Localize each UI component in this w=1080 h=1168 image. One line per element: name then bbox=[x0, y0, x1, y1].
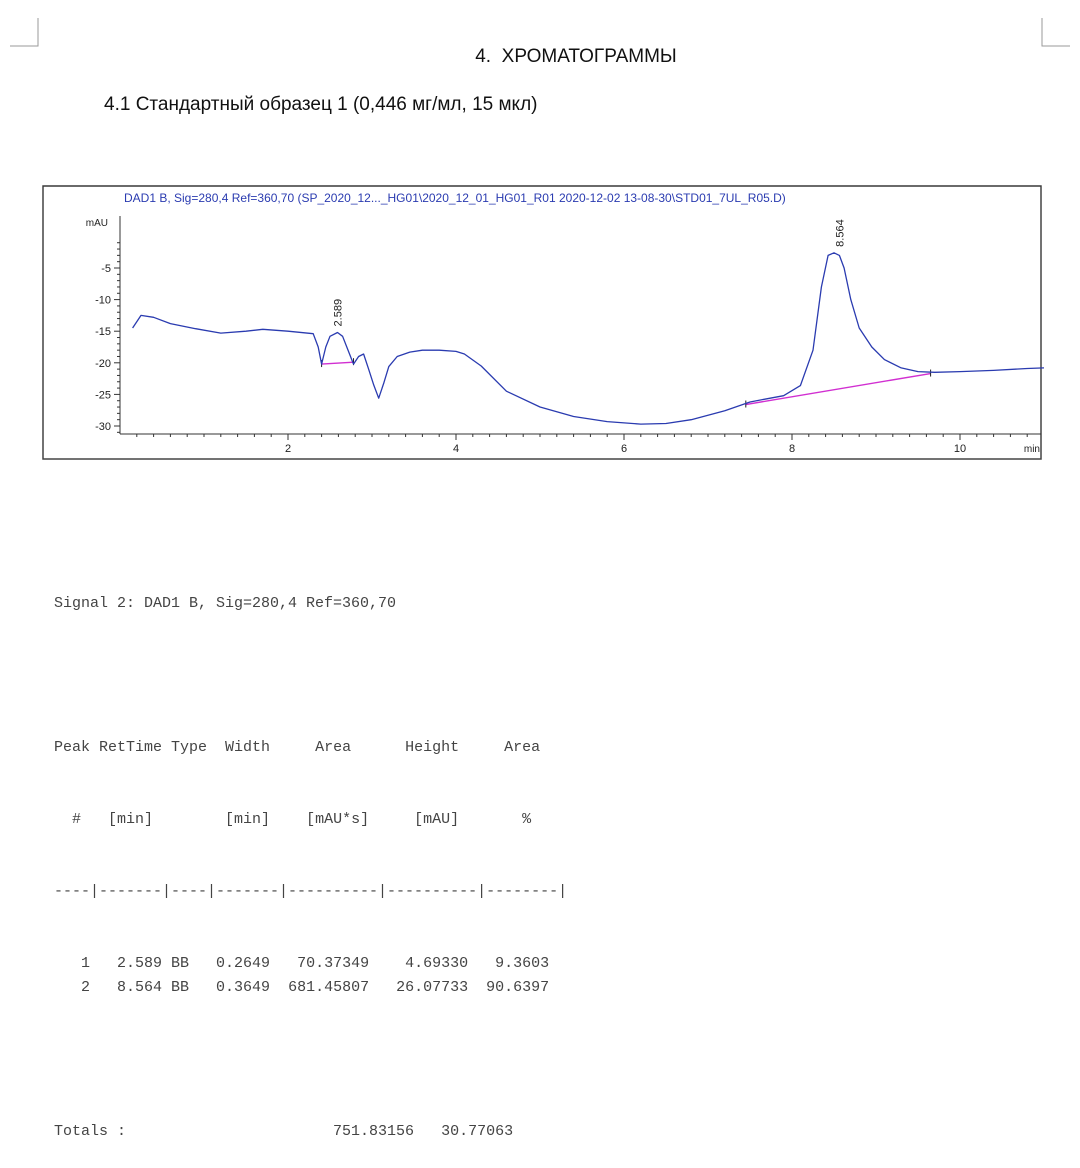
header2-col-1: [min] bbox=[99, 811, 172, 828]
peak-baseline bbox=[321, 361, 354, 365]
y-tick-label: -10 bbox=[95, 295, 111, 307]
peak-label: 8.564 bbox=[834, 219, 846, 247]
table-row: 2 8.564 BB 0.3649 681.45807 26.07733 90.… bbox=[54, 976, 567, 1000]
y-tick-label: -5 bbox=[101, 263, 111, 275]
table-header-row-2: # [min] [min] [mAU*s] [mAU] % bbox=[54, 808, 567, 832]
header1-col-1: RetTime bbox=[99, 739, 172, 756]
table-separator: ----|-------|----|-------|----------|---… bbox=[54, 883, 568, 900]
row1-col-5: 4.69330 bbox=[369, 955, 469, 972]
y-tick-label: -30 bbox=[95, 421, 111, 433]
header1-col-3: Width bbox=[216, 739, 289, 756]
row2-col-3: 0.3649 bbox=[198, 979, 271, 996]
integration-report: Signal 2: DAD1 B, Sig=280,4 Ref=360,70 P… bbox=[54, 544, 567, 1168]
header2-col-4: [mAU*s] bbox=[288, 811, 388, 828]
row2-col-2: BB bbox=[162, 979, 199, 996]
peak-label: 2.589 bbox=[332, 299, 344, 327]
header1-col-6: Area bbox=[486, 739, 568, 756]
row2-col-0: 2 bbox=[54, 979, 91, 996]
section-number: 4. bbox=[475, 46, 492, 67]
table-header-row-1: Peak RetTime Type Width Area Height Area bbox=[54, 736, 567, 760]
totals-col-3: 30.77063 bbox=[414, 1123, 514, 1140]
totals-col-2: 751.83156 bbox=[315, 1123, 415, 1140]
signal-line: Signal 2: DAD1 B, Sig=280,4 Ref=360,70 bbox=[54, 595, 397, 612]
header2-col-6: % bbox=[486, 811, 568, 828]
x-tick-label: 2 bbox=[285, 443, 291, 455]
row1-col-1: 2.589 bbox=[90, 955, 163, 972]
row1-col-0: 1 bbox=[54, 955, 91, 972]
row1-col-4: 70.37349 bbox=[270, 955, 370, 972]
row2-col-1: 8.564 bbox=[90, 979, 163, 996]
x-axis-label: min bbox=[1024, 444, 1040, 455]
totals-col-0: Totals : bbox=[54, 1123, 127, 1140]
header2-col-2 bbox=[171, 808, 216, 832]
header2-col-0: # bbox=[54, 811, 100, 828]
header2-col-5: [mAU] bbox=[387, 811, 487, 828]
subsection-heading: 4.1 Стандартный образец 1 (0,446 мг/мл, … bbox=[104, 94, 538, 115]
x-tick-label: 6 bbox=[621, 443, 627, 455]
chart-frame bbox=[42, 185, 1042, 460]
chromatogram-chart: -5 -10 -15 -20 -25 -30 mAU 2 4 6 8 10 min DAD1 B, Sig… bbox=[42, 185, 1045, 460]
table-row: 1 2.589 BB 0.2649 70.37349 4.69330 9.360… bbox=[54, 952, 567, 976]
section-title: ХРОМАТОГРАММЫ bbox=[501, 46, 677, 67]
y-tick-label: -20 bbox=[95, 358, 111, 370]
row1-col-2: BB bbox=[162, 955, 199, 972]
y-tick-label: -15 bbox=[95, 326, 111, 338]
corner-mark-top-right bbox=[1041, 18, 1070, 47]
row1-col-3: 0.2649 bbox=[198, 955, 271, 972]
chart-title: DAD1 B, Sig=280,4 Ref=360,70 (SP_2020_12… bbox=[124, 191, 786, 205]
totals-col-1 bbox=[126, 1120, 315, 1144]
x-tick-label: 8 bbox=[789, 443, 795, 455]
row1-col-6: 9.3603 bbox=[468, 955, 550, 972]
header1-col-4: Area bbox=[288, 739, 388, 756]
totals-row: Totals : 751.83156 30.77063 bbox=[54, 1120, 567, 1144]
header2-col-3: [min] bbox=[216, 811, 289, 828]
signal-trace bbox=[132, 252, 1045, 425]
y-tick-label: -25 bbox=[95, 389, 111, 401]
row2-col-6: 90.6397 bbox=[468, 979, 550, 996]
corner-mark-top-left bbox=[10, 18, 39, 47]
row2-col-5: 26.07733 bbox=[369, 979, 469, 996]
header1-col-0: Peak bbox=[54, 739, 100, 756]
section-heading: 4. ХРОМАТОГРАММЫ bbox=[0, 46, 1080, 68]
y-axis-label: mAU bbox=[86, 218, 108, 229]
header1-col-2: Type bbox=[171, 739, 217, 756]
x-tick-label: 10 bbox=[954, 443, 966, 455]
x-tick-label: 4 bbox=[453, 443, 459, 455]
row2-col-4: 681.45807 bbox=[270, 979, 370, 996]
peak-baseline bbox=[745, 372, 931, 406]
header1-col-5: Height bbox=[387, 739, 487, 756]
